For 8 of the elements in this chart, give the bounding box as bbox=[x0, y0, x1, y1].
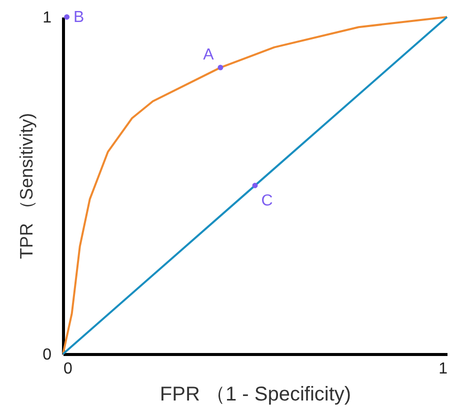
y-axis-title: TPR （Sensitivity) bbox=[16, 112, 37, 260]
point bbox=[64, 14, 70, 20]
annotation: C bbox=[261, 192, 273, 210]
annotation: B bbox=[74, 9, 84, 26]
point bbox=[218, 64, 224, 70]
x-axis-title: FPR （1 - Specificity) bbox=[160, 384, 352, 406]
point bbox=[252, 182, 258, 188]
annotation: A bbox=[203, 46, 214, 64]
